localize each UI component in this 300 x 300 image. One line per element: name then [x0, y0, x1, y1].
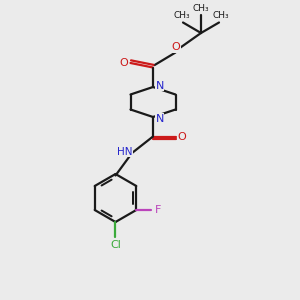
Text: CH₃: CH₃ — [173, 11, 190, 20]
Text: O: O — [178, 131, 187, 142]
Text: CH₃: CH₃ — [212, 11, 229, 20]
Text: F: F — [155, 205, 161, 215]
Text: CH₃: CH₃ — [193, 4, 209, 13]
Text: HN: HN — [117, 146, 132, 157]
Text: N: N — [155, 113, 164, 124]
Text: O: O — [172, 42, 181, 52]
Text: O: O — [119, 58, 128, 68]
Text: N: N — [155, 80, 164, 91]
Text: Cl: Cl — [110, 240, 121, 250]
